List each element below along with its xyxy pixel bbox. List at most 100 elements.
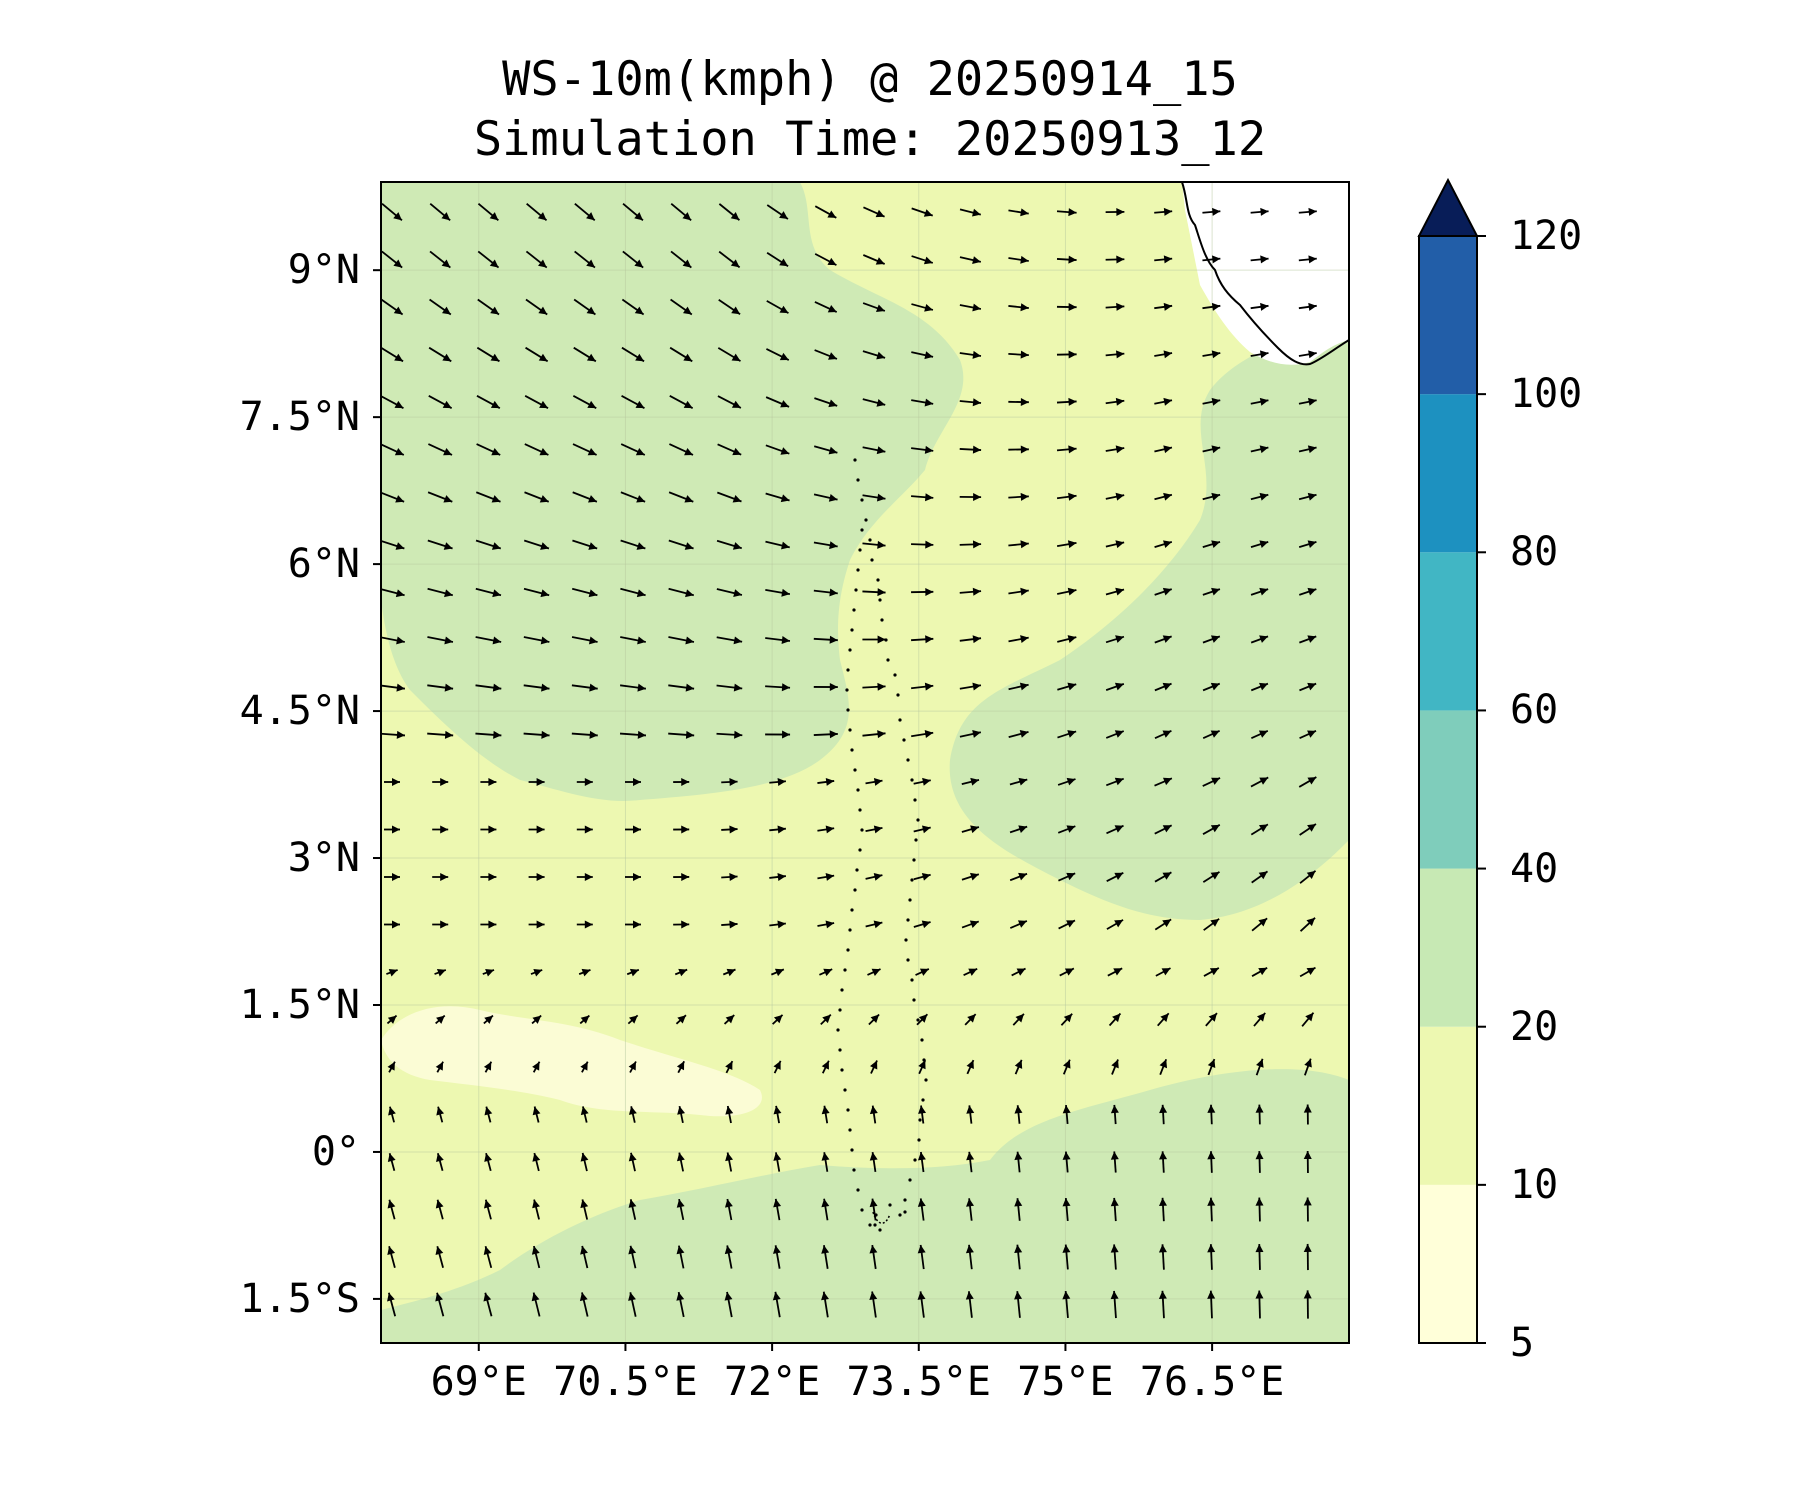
wind-arrow <box>620 491 646 503</box>
wind-arrow <box>427 539 453 550</box>
wind-arrow <box>1155 967 1171 977</box>
wind-arrow <box>1105 255 1125 264</box>
wind-arrow <box>913 825 931 834</box>
wind-arrow <box>959 635 982 644</box>
wind-arrow <box>1250 776 1269 788</box>
wind-arrow <box>1008 682 1029 691</box>
wind-arrow <box>1207 1151 1216 1173</box>
wind-arrow <box>821 1105 830 1124</box>
island-dot <box>848 1128 852 1132</box>
wind-arrow <box>1062 1244 1071 1270</box>
wind-arrow <box>1056 492 1077 501</box>
wind-arrow <box>625 873 641 881</box>
wind-arrow <box>814 253 837 266</box>
island-dot <box>878 1228 882 1232</box>
wind-arrow <box>821 1245 830 1269</box>
island-dot <box>856 788 860 792</box>
wind-arrow <box>572 539 598 550</box>
wind-arrow <box>1154 824 1173 835</box>
wind-arrow <box>523 539 550 550</box>
wind-arrow <box>620 587 646 598</box>
wind-arrow <box>1056 350 1077 359</box>
lat-tick-label: 7.5°N <box>239 394 360 441</box>
wind-arrow <box>917 1291 926 1318</box>
wind-arrow <box>428 443 453 456</box>
island-dot <box>884 638 888 642</box>
wind-arrow <box>573 346 597 363</box>
wind-arrow <box>1253 1012 1266 1027</box>
wind-arrow <box>673 872 690 881</box>
wind-arrow <box>1060 1013 1073 1026</box>
colorbar-tick-label: 120 <box>1510 213 1583 259</box>
wind-arrow <box>628 1245 637 1269</box>
wind-arrow <box>773 1245 781 1269</box>
wind-arrow <box>388 1106 396 1123</box>
wind-arrow <box>476 346 500 363</box>
wind-arrow <box>1299 917 1316 932</box>
island-dot <box>853 768 857 772</box>
wind-arrow <box>1250 350 1269 359</box>
lat-tick-label: 1.5°S <box>239 1275 360 1322</box>
wind-arrow <box>627 1014 639 1025</box>
wind-arrow <box>721 920 738 929</box>
wind-arrow <box>1255 1197 1264 1222</box>
island-dot <box>873 1223 877 1227</box>
wind-arrow <box>626 968 640 977</box>
wind-arrow <box>1154 730 1172 739</box>
wind-arrow <box>1058 919 1076 930</box>
wind-arrow <box>966 1105 975 1124</box>
wind-arrow <box>483 1245 493 1269</box>
wind-arrow <box>1250 635 1269 644</box>
wind-arrow <box>918 1059 927 1075</box>
wind-arrow <box>532 1199 540 1220</box>
wind-arrow <box>1008 540 1029 549</box>
wind-arrow <box>721 777 738 786</box>
wind-arrow <box>484 1152 492 1172</box>
plot-area <box>381 182 1349 1343</box>
wind-arrow <box>1008 350 1029 359</box>
island-dot <box>840 1068 844 1072</box>
wind-arrow <box>862 446 886 455</box>
wind-vectors <box>381 202 1317 1319</box>
wind-arrow <box>1014 1244 1023 1270</box>
wind-arrow <box>432 920 449 929</box>
wind-arrow <box>1056 540 1077 549</box>
wind-arrow <box>1250 397 1269 406</box>
wind-arrow <box>1202 350 1221 359</box>
wind-arrow <box>1202 635 1221 644</box>
wind-arrow <box>1110 1104 1119 1125</box>
wind-arrow <box>1111 1059 1119 1075</box>
wind-arrow <box>1158 1244 1167 1270</box>
wind-arrow <box>959 682 982 691</box>
colorbar-extend-arrow <box>1417 177 1479 237</box>
wind-arrow <box>821 1198 830 1221</box>
wind-arrow <box>870 1060 878 1074</box>
wind-arrow <box>1014 1059 1023 1075</box>
island-dot <box>920 1038 924 1042</box>
wind-arrow <box>676 1152 685 1172</box>
wind-arrow <box>814 349 838 360</box>
wind-arrow <box>621 395 645 409</box>
wind-arrow <box>1154 540 1173 549</box>
wind-arrow <box>724 1198 733 1221</box>
wind-arrow <box>1154 350 1173 359</box>
wind-arrow <box>817 872 835 881</box>
wind-arrow <box>1255 1058 1264 1076</box>
lon-tick-label: 73.5°E <box>846 1359 992 1405</box>
wind-arrow <box>765 540 790 550</box>
island-dot <box>918 1118 922 1122</box>
wind-arrow <box>386 1014 398 1025</box>
wind-arrow <box>1008 492 1029 501</box>
wind-arrow <box>619 730 647 739</box>
island-dot <box>903 1210 907 1214</box>
wind-arrow <box>1250 492 1269 501</box>
wind-arrow <box>813 541 838 550</box>
wind-arrow <box>723 1014 735 1025</box>
wind-arrow <box>1250 540 1269 549</box>
wind-arrow <box>1057 777 1076 786</box>
island-dot <box>856 568 860 572</box>
wind-arrow <box>576 825 593 834</box>
wind-arrow <box>961 777 980 786</box>
colorbar-tick-label: 60 <box>1510 687 1559 734</box>
island-dot <box>856 478 860 482</box>
